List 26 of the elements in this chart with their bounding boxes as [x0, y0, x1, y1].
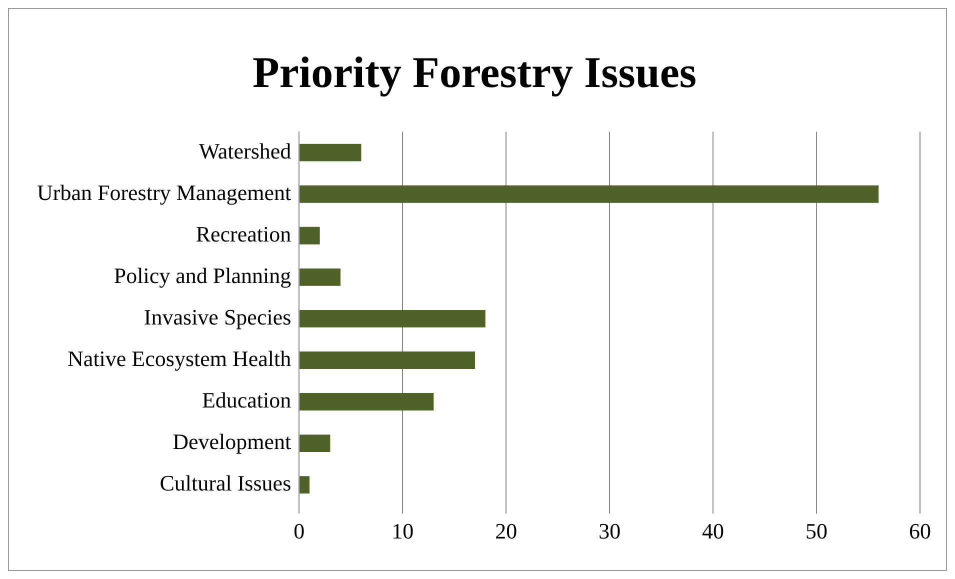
x-tick-label: 30: [598, 518, 621, 544]
bar: [300, 226, 320, 244]
y-tick-label: Urban Forestry Management: [36, 180, 292, 205]
y-tick-label: Watershed: [198, 138, 292, 164]
y-tick-label: Invasive Species: [144, 304, 292, 330]
bar: [300, 310, 486, 328]
y-tick-label: Policy and Planning: [114, 262, 292, 288]
x-tick-label: 0: [294, 518, 305, 544]
bar: [300, 434, 330, 452]
x-tick-label: 20: [495, 518, 518, 544]
x-tick-label: 60: [909, 518, 931, 544]
bar: [300, 393, 434, 410]
x-tick-label: 50: [806, 518, 828, 544]
chart-title: Priority Forestry Issues: [252, 48, 696, 97]
y-tick-label: Development: [172, 429, 292, 454]
x-tick-label: 10: [392, 518, 414, 544]
bar: [300, 476, 310, 494]
y-tick-label: Cultural Issues: [160, 470, 292, 496]
y-tick-label: Education: [202, 388, 292, 413]
bar: [300, 144, 362, 162]
bar: [300, 185, 879, 203]
bar: [300, 268, 341, 286]
y-tick-label: Recreation: [196, 221, 292, 246]
y-tick-label: Native Ecosystem Health: [68, 346, 292, 372]
x-tick-label: 40: [702, 518, 724, 544]
bar: [300, 352, 476, 369]
